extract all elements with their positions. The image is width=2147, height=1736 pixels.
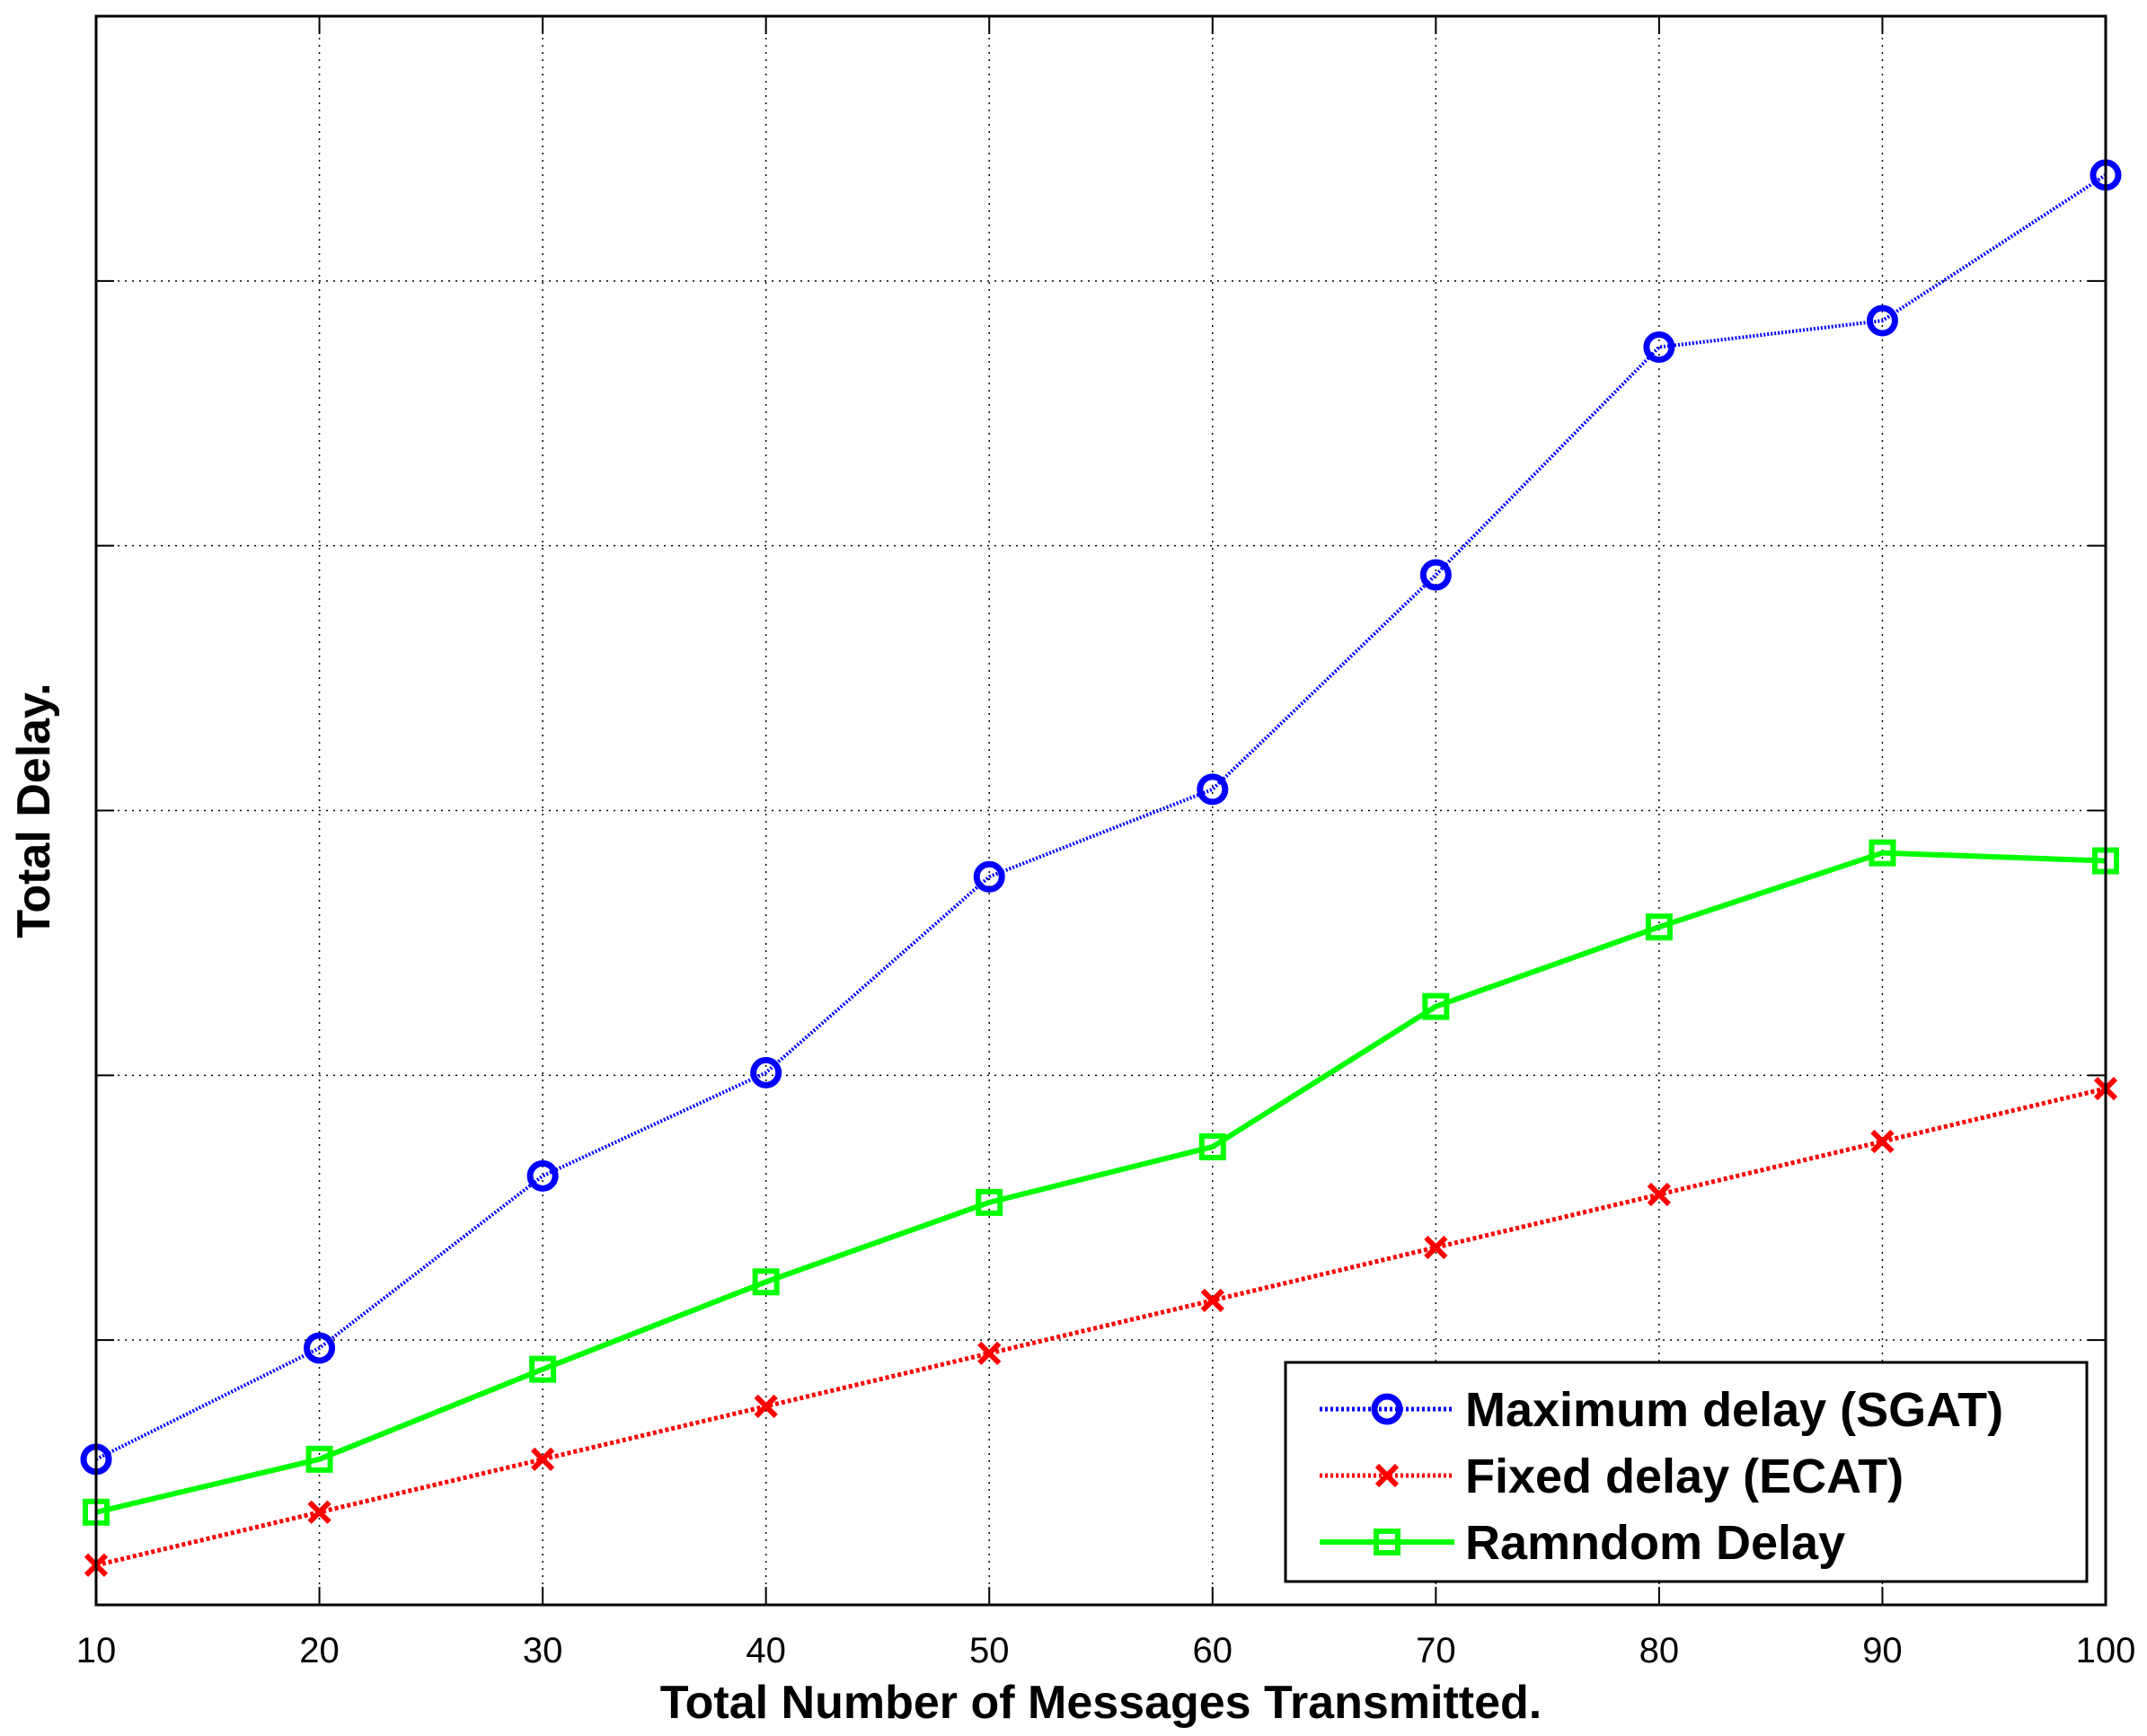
data-point [307,1500,331,1524]
legend-item: Ramndom Delay [1320,1516,1845,1570]
x-tick-labels: 10 20 30 40 50 60 70 80 90 100 [76,1631,2136,1670]
data-point [752,1268,780,1296]
data-point [526,1159,559,1192]
data-point [530,1447,555,1471]
x-tick-label: 90 [1862,1631,1903,1670]
legend-marker [1374,1529,1400,1555]
x-tick-label: 80 [1639,1631,1680,1670]
legend-label: Ramndom Delay [1465,1516,1845,1570]
data-point [976,1188,1003,1216]
data-point [1200,1288,1224,1313]
data-point [1643,331,1675,364]
grid-lines [96,16,2106,1605]
x-tick-label: 20 [299,1631,340,1670]
series-line [95,173,2107,1461]
data-point [1198,1132,1226,1160]
data-point [304,1332,336,1364]
legend-label: Maximum delay (SGAT) [1465,1383,2003,1437]
legend-item: Maximum delay (SGAT) [1320,1383,2003,1437]
x-axis-title: Total Number of Messages Transmitted. [660,1677,1542,1729]
series-layer [80,159,2122,1577]
x-tick-label: 40 [746,1631,786,1670]
series-line [95,1086,2107,1568]
x-tick-label: 100 [2076,1631,2136,1670]
legend-item: Fixed delay (ECAT) [1320,1450,1904,1503]
data-point [1424,1235,1448,1260]
legend: Maximum delay (SGAT) Fixed delay (ECAT) Ra… [1284,1361,2089,1583]
data-point [1645,913,1673,941]
series-3 [83,839,2119,1526]
x-tick-label: 50 [969,1631,1010,1670]
legend-box [1284,1361,2089,1583]
data-point [529,1355,557,1383]
x-tick-label: 10 [76,1631,117,1670]
data-point [1197,773,1229,806]
data-point [1870,1129,1895,1154]
data-point [1866,304,1898,337]
legend-marker [1371,1393,1403,1425]
x-tick-label: 70 [1416,1631,1456,1670]
data-point [305,1445,333,1473]
y-axis-title: Total Delay. [8,683,60,938]
series-2 [84,1076,2118,1577]
legend-label: Fixed delay (ECAT) [1465,1450,1904,1503]
plot-frame [94,14,2107,1607]
x-tick-label: 30 [523,1631,563,1670]
data-point [977,1341,1002,1366]
data-point [973,860,1005,893]
data-point [1647,1182,1672,1207]
data-point [1419,559,1452,591]
legend-marker [1374,1463,1400,1488]
series-line [95,850,2107,1515]
data-point [1869,839,1896,867]
data-point [1422,992,1450,1020]
data-point [750,1056,782,1088]
data-point [754,1394,778,1419]
x-tick-label: 60 [1193,1631,1233,1670]
